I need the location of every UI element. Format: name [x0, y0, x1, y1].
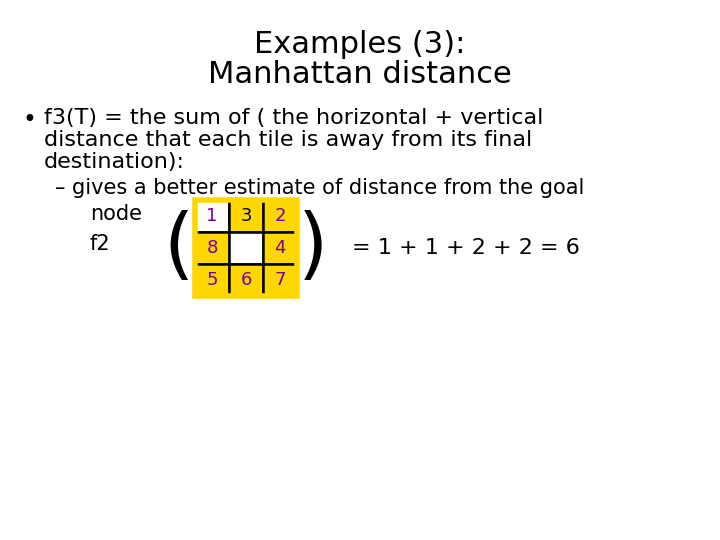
Text: 3: 3	[240, 207, 252, 225]
Text: 5: 5	[206, 271, 217, 289]
Text: Examples (3):: Examples (3):	[254, 30, 466, 59]
Bar	[195, 200, 297, 296]
Text: f3(T) = the sum of ( the horizontal + vertical: f3(T) = the sum of ( the horizontal + ve…	[44, 108, 544, 128]
Text: 1: 1	[207, 207, 217, 225]
Bar	[195, 200, 229, 232]
Bar	[263, 232, 297, 264]
Text: (: (	[164, 210, 194, 286]
Text: ): )	[298, 210, 328, 286]
Text: 4: 4	[274, 239, 286, 257]
Bar	[195, 264, 229, 296]
Text: 6: 6	[240, 271, 252, 289]
Text: f2: f2	[90, 234, 111, 254]
Bar	[229, 200, 263, 232]
Bar	[263, 200, 297, 232]
Bar	[229, 264, 263, 296]
Text: distance that each tile is away from its final: distance that each tile is away from its…	[44, 130, 532, 150]
Text: destination):: destination):	[44, 152, 185, 172]
Text: – gives a better estimate of distance from the goal: – gives a better estimate of distance fr…	[55, 178, 585, 198]
Text: 2: 2	[274, 207, 286, 225]
Text: = 1 + 1 + 2 + 2 = 6: = 1 + 1 + 2 + 2 = 6	[352, 238, 580, 258]
Text: Manhattan distance: Manhattan distance	[208, 60, 512, 89]
Bar	[195, 232, 229, 264]
Text: 8: 8	[207, 239, 217, 257]
Bar	[229, 232, 263, 264]
Text: 7: 7	[274, 271, 286, 289]
Text: •: •	[22, 108, 36, 132]
Text: node: node	[90, 204, 142, 224]
Bar	[263, 264, 297, 296]
